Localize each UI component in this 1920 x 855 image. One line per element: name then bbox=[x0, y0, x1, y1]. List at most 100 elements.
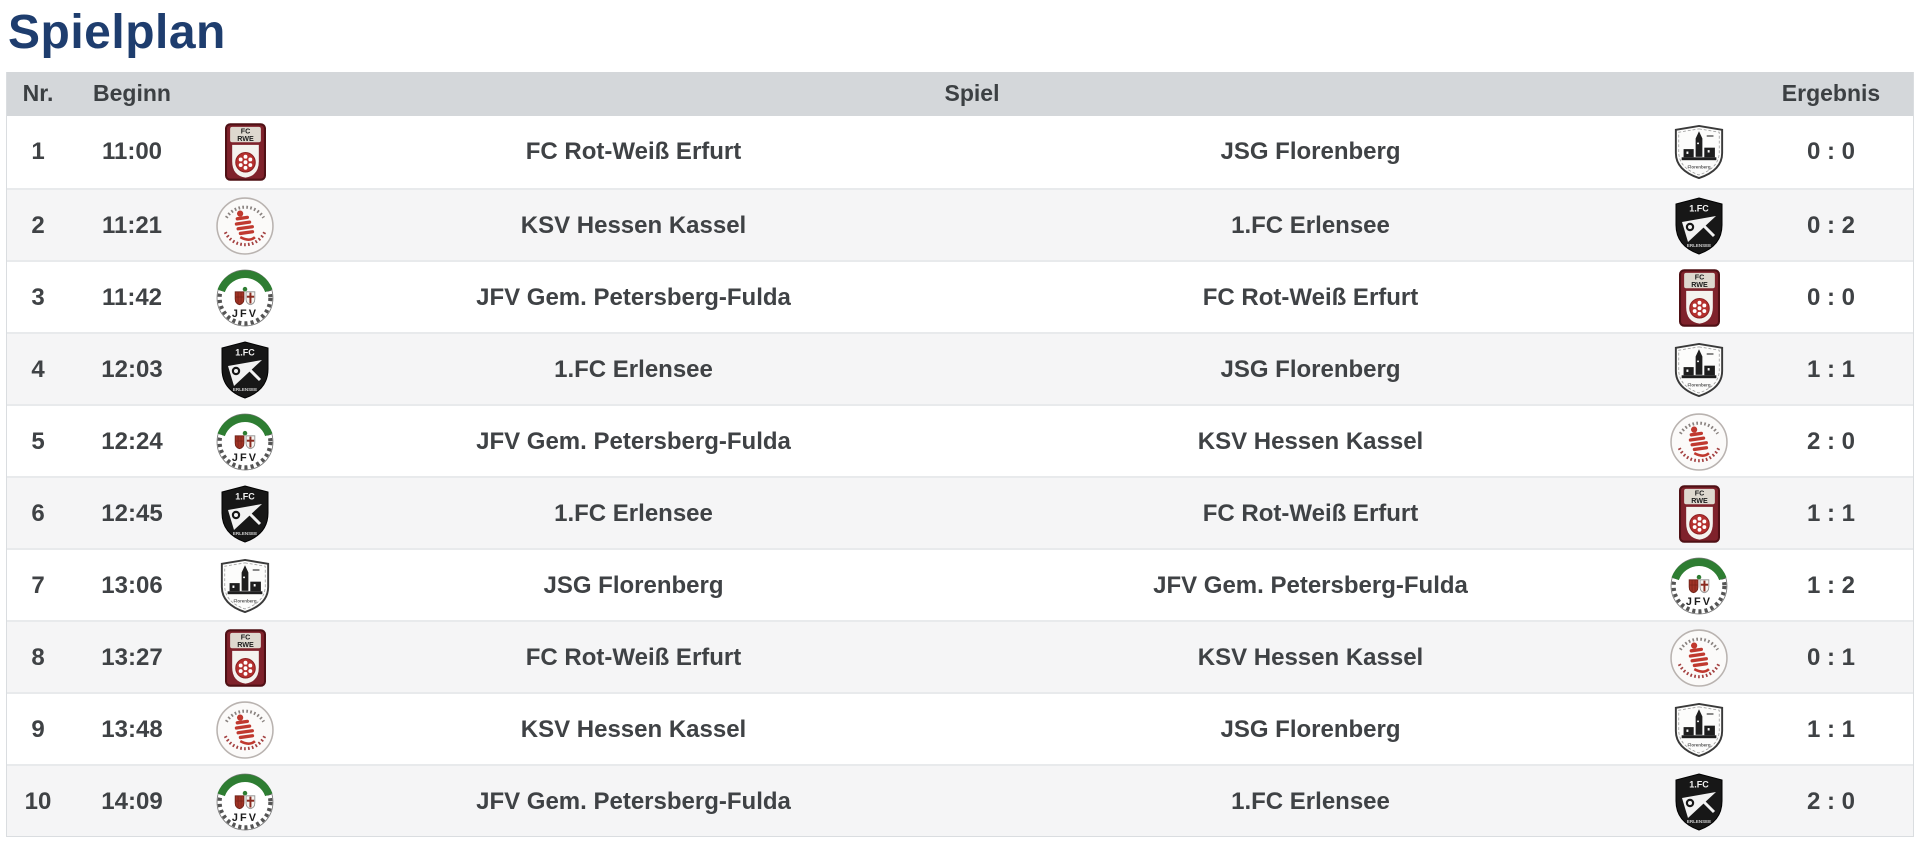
match-row: 3 11:42 JFV Gem. Petersberg-Fulda FC Rot… bbox=[7, 259, 1913, 334]
match-row: 1 11:00 FC Rot-Weiß Erfurt JSG Florenber… bbox=[7, 115, 1913, 188]
match-score: 2 : 0 bbox=[1806, 787, 1856, 815]
match-start-time: 12:03 bbox=[101, 355, 163, 383]
match-start-time: 11:42 bbox=[101, 283, 163, 311]
jsg-florenberg-crest-icon bbox=[1672, 701, 1726, 759]
away-team-name: JSG Florenberg bbox=[1220, 355, 1401, 383]
home-team-name: 1.FC Erlensee bbox=[554, 355, 713, 383]
home-team-name: JFV Gem. Petersberg-Fulda bbox=[476, 787, 791, 815]
match-row: 7 13:06 JSG Florenberg JFV Gem. Petersbe… bbox=[7, 547, 1913, 622]
fc-rot-weiss-erfurt-crest-icon bbox=[1679, 485, 1720, 543]
ksv-hessen-kassel-crest-icon bbox=[216, 197, 274, 255]
match-start-time: 13:06 bbox=[101, 571, 163, 599]
home-crest-cell bbox=[195, 262, 295, 334]
match-start-time: 14:09 bbox=[101, 787, 163, 815]
home-crest-cell bbox=[195, 550, 295, 622]
home-crest-cell bbox=[195, 694, 295, 766]
match-start-time: 11:21 bbox=[101, 211, 163, 239]
match-row: 6 12:45 1.FC Erlensee FC Rot-Weiß Erfurt… bbox=[7, 475, 1913, 550]
home-crest-cell bbox=[195, 478, 295, 550]
match-score: 0 : 0 bbox=[1806, 137, 1856, 165]
away-crest-cell bbox=[1649, 622, 1749, 694]
fc-rot-weiss-erfurt-crest-icon bbox=[225, 123, 266, 181]
page-title: Spielplan bbox=[8, 6, 226, 59]
match-start-time: 11:00 bbox=[101, 137, 163, 165]
away-team-name: JSG Florenberg bbox=[1220, 137, 1401, 165]
match-number: 6 bbox=[31, 499, 45, 527]
fc-erlensee-crest-icon bbox=[218, 485, 272, 543]
match-number: 5 bbox=[31, 427, 45, 455]
match-schedule-table: Nr. Beginn Spiel Ergebnis 1 11:00 FC Rot… bbox=[6, 71, 1914, 838]
jfv-petersberg-fulda-crest-icon bbox=[216, 269, 274, 327]
home-team-name: JSG Florenberg bbox=[543, 571, 724, 599]
away-crest-cell bbox=[1649, 694, 1749, 766]
away-team-name: 1.FC Erlensee bbox=[1231, 787, 1390, 815]
ksv-hessen-kassel-crest-icon bbox=[216, 701, 274, 759]
jsg-florenberg-crest-icon bbox=[218, 557, 272, 615]
match-row: 4 12:03 1.FC Erlensee JSG Florenberg 1 :… bbox=[7, 331, 1913, 406]
fc-rot-weiss-erfurt-crest-icon bbox=[1679, 269, 1720, 327]
away-team-name: FC Rot-Weiß Erfurt bbox=[1202, 283, 1419, 311]
away-crest-cell bbox=[1649, 190, 1749, 262]
match-number: 8 bbox=[31, 643, 45, 671]
fc-rot-weiss-erfurt-crest-icon bbox=[225, 629, 266, 687]
col-header-nr: Nr. bbox=[22, 80, 54, 107]
home-team-name: KSV Hessen Kassel bbox=[520, 211, 747, 239]
home-team-name: FC Rot-Weiß Erfurt bbox=[525, 643, 742, 671]
col-header-beginn: Beginn bbox=[93, 80, 171, 107]
match-score: 2 : 0 bbox=[1806, 427, 1856, 455]
match-number: 1 bbox=[31, 137, 45, 165]
ksv-hessen-kassel-crest-icon bbox=[1670, 413, 1728, 471]
match-table-body: 1 11:00 FC Rot-Weiß Erfurt JSG Florenber… bbox=[7, 115, 1913, 838]
match-number: 7 bbox=[31, 571, 45, 599]
away-team-name: 1.FC Erlensee bbox=[1231, 211, 1390, 239]
match-score: 1 : 1 bbox=[1806, 715, 1856, 743]
home-crest-cell bbox=[195, 190, 295, 262]
match-score: 0 : 0 bbox=[1806, 283, 1856, 311]
home-crest-cell bbox=[195, 116, 295, 188]
table-header-row: Nr. Beginn Spiel Ergebnis bbox=[7, 71, 1913, 116]
match-row: 9 13:48 KSV Hessen Kassel JSG Florenberg… bbox=[7, 691, 1913, 766]
away-team-name: KSV Hessen Kassel bbox=[1197, 427, 1424, 455]
away-team-name: FC Rot-Weiß Erfurt bbox=[1202, 499, 1419, 527]
fc-erlensee-crest-icon bbox=[1672, 197, 1726, 255]
match-score: 0 : 2 bbox=[1806, 211, 1856, 239]
home-team-name: JFV Gem. Petersberg-Fulda bbox=[476, 283, 791, 311]
match-start-time: 13:27 bbox=[101, 643, 163, 671]
away-crest-cell bbox=[1649, 406, 1749, 478]
match-score: 0 : 1 bbox=[1806, 643, 1856, 671]
match-row: 8 13:27 FC Rot-Weiß Erfurt KSV Hessen Ka… bbox=[7, 619, 1913, 694]
home-crest-cell bbox=[195, 622, 295, 694]
home-team-name: 1.FC Erlensee bbox=[554, 499, 713, 527]
match-number: 3 bbox=[31, 283, 45, 311]
away-team-name: JSG Florenberg bbox=[1220, 715, 1401, 743]
away-team-name: KSV Hessen Kassel bbox=[1197, 643, 1424, 671]
match-row: 5 12:24 JFV Gem. Petersberg-Fulda KSV He… bbox=[7, 403, 1913, 478]
jsg-florenberg-crest-icon bbox=[1672, 341, 1726, 399]
match-start-time: 12:45 bbox=[101, 499, 163, 527]
col-header-ergebnis: Ergebnis bbox=[1781, 80, 1881, 107]
match-row: 10 14:09 JFV Gem. Petersberg-Fulda 1.FC … bbox=[7, 763, 1913, 838]
match-number: 4 bbox=[31, 355, 45, 383]
away-crest-cell bbox=[1649, 334, 1749, 406]
ksv-hessen-kassel-crest-icon bbox=[1670, 629, 1728, 687]
match-score: 1 : 2 bbox=[1806, 571, 1856, 599]
match-number: 10 bbox=[24, 787, 52, 815]
match-score: 1 : 1 bbox=[1806, 499, 1856, 527]
home-crest-cell bbox=[195, 766, 295, 838]
col-header-spiel: Spiel bbox=[944, 80, 1000, 107]
match-start-time: 13:48 bbox=[101, 715, 163, 743]
home-crest-cell bbox=[195, 334, 295, 406]
jfv-petersberg-fulda-crest-icon bbox=[216, 413, 274, 471]
jfv-petersberg-fulda-crest-icon bbox=[216, 773, 274, 831]
home-team-name: FC Rot-Weiß Erfurt bbox=[525, 137, 742, 165]
home-team-name: KSV Hessen Kassel bbox=[520, 715, 747, 743]
match-score: 1 : 1 bbox=[1806, 355, 1856, 383]
match-number: 9 bbox=[31, 715, 45, 743]
jsg-florenberg-crest-icon bbox=[1672, 123, 1726, 181]
away-crest-cell bbox=[1649, 116, 1749, 188]
away-crest-cell bbox=[1649, 478, 1749, 550]
match-start-time: 12:24 bbox=[101, 427, 163, 455]
away-team-name: JFV Gem. Petersberg-Fulda bbox=[1153, 571, 1468, 599]
home-team-name: JFV Gem. Petersberg-Fulda bbox=[476, 427, 791, 455]
match-number: 2 bbox=[31, 211, 45, 239]
